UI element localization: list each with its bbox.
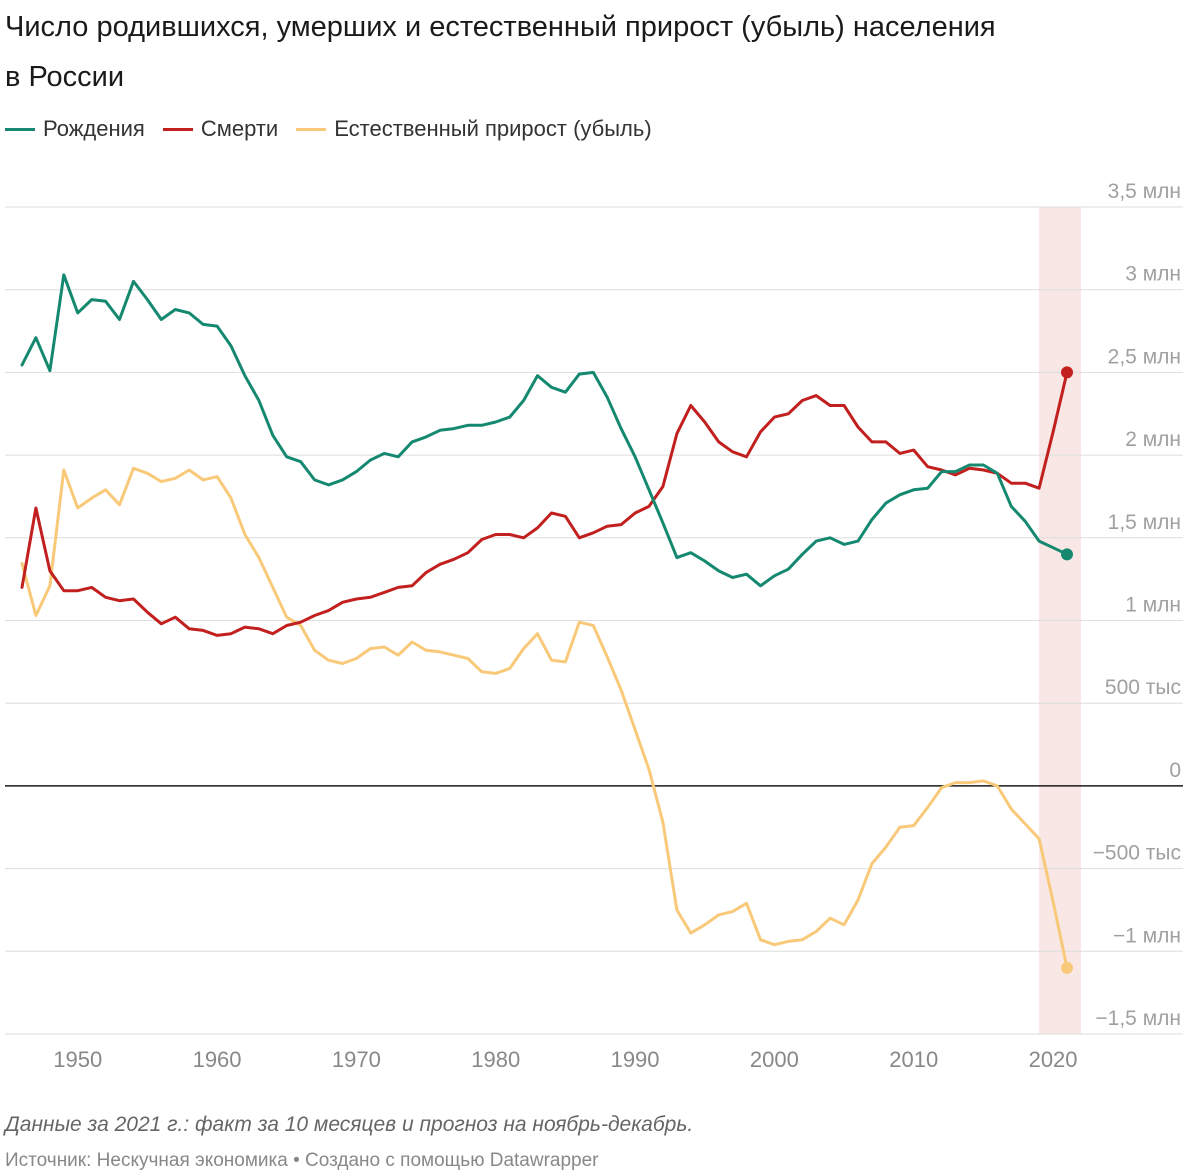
x-tick-label: 1950: [53, 1047, 102, 1072]
births-end-dot: [1061, 548, 1073, 561]
data-note: Данные за 2021 г.: факт за 10 месяцев и …: [5, 1113, 694, 1136]
legend: Рождения Смерти Естественный прирост (уб…: [5, 116, 670, 142]
y-tick-label: −1 млн: [1113, 924, 1181, 947]
x-tick-label: 1960: [193, 1047, 242, 1072]
y-tick-label: 3 млн: [1125, 263, 1181, 286]
y-tick-label: −500 тыс: [1093, 842, 1181, 865]
line-chart: 3,5 млн 3 млн 2,5 млн 2 млн 1,5 млн 1 млн 500 …: [5, 180, 1183, 1072]
legend-label-births: Рождения: [43, 116, 145, 141]
legend-item-births: Рождения: [5, 116, 145, 142]
y-tick-label: 2 млн: [1125, 428, 1181, 451]
y-tick-label: 0: [1169, 759, 1181, 782]
deaths-end-dot: [1061, 366, 1073, 379]
x-tick-label: 1970: [332, 1047, 381, 1072]
legend-label-deaths: Смерти: [200, 116, 279, 141]
y-tick-label: 3,5 млн: [1108, 180, 1181, 203]
deaths-line: [20, 370, 1069, 637]
x-tick-label: 1990: [611, 1047, 660, 1072]
x-tick-label: 1980: [471, 1047, 520, 1072]
y-tick-label: −1,5 млн: [1095, 1007, 1181, 1030]
x-tick-label: 2000: [750, 1047, 799, 1072]
x-tick-label: 2010: [889, 1047, 938, 1072]
x-tick-label: 2020: [1029, 1047, 1078, 1072]
births-line: [20, 273, 1069, 588]
legend-item-deaths: Смерти: [162, 116, 279, 142]
natural-growth-end-dot: [1061, 961, 1073, 974]
legend-swatch-natural-growth: [296, 127, 327, 131]
y-tick-label: 500 тыс: [1105, 676, 1181, 699]
natural-growth-line: [20, 466, 1069, 970]
y-tick-label: 2,5 млн: [1108, 345, 1181, 368]
y-tick-label: 1,5 млн: [1108, 511, 1181, 534]
chart-title: Число родившихся, умерших и естественный…: [5, 11, 996, 93]
legend-swatch-deaths: [162, 127, 193, 131]
legend-label-natural-growth: Естественный прирост (убыль): [334, 116, 652, 141]
source-credit: Источник: Нескучная экономика • Создано …: [5, 1150, 599, 1171]
y-tick-label: 1 млн: [1125, 594, 1181, 617]
legend-swatch-births: [5, 127, 35, 131]
legend-item-natural-growth: Естественный прирост (убыль): [296, 116, 652, 142]
